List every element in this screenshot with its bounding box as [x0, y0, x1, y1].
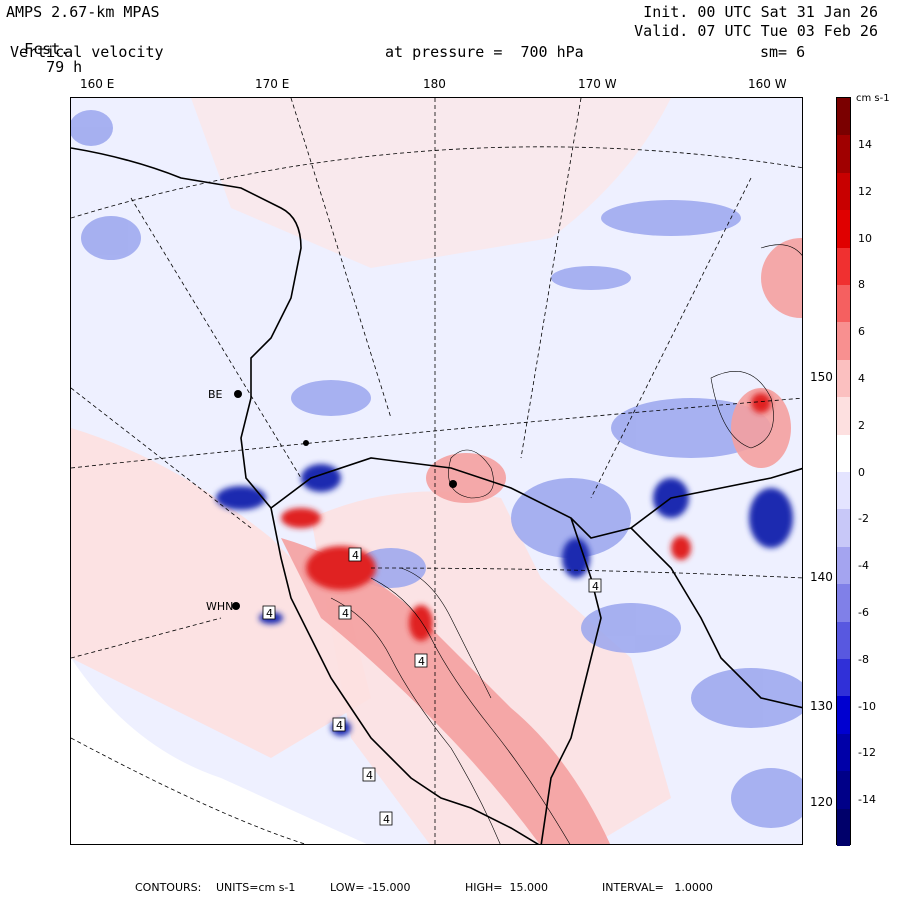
colorbar-tick-label: 12 [858, 184, 872, 198]
colorbar-segment [837, 285, 850, 323]
colorbar-tick-label: -2 [858, 512, 869, 526]
colorbar-segment [837, 359, 850, 398]
outside-domain [71, 658, 367, 844]
footer-units: UNITS=cm s-1 [216, 881, 296, 894]
colorbar-segment [837, 98, 850, 136]
lon-label-170w: 170 W [578, 77, 617, 91]
negative-patches [71, 110, 802, 828]
colorbar-tick-label: -4 [858, 559, 869, 573]
footer-high: HIGH= 15.000 [465, 881, 549, 894]
contour-lines [330, 244, 802, 844]
colorbar-segment [837, 472, 850, 510]
colorbar-segment [837, 509, 850, 548]
colorbar-segment [837, 135, 850, 174]
pale-positive-north [191, 98, 671, 268]
colorbar-tick-label: -12 [858, 746, 876, 760]
colorbar [836, 97, 851, 847]
footer-low: LOW= -15.000 [330, 881, 411, 894]
colorbar-segment [837, 172, 850, 211]
colorbar-segment [837, 696, 850, 735]
pressure-level: at pressure = 700 hPa [385, 43, 584, 61]
colorbar-segment [837, 733, 850, 772]
contour-labels: 4 4 4 4 4 4 4 4 [262, 547, 602, 826]
colorbar-segment [837, 771, 850, 810]
field-name: Vertical velocity [10, 43, 164, 61]
colorbar-segment [837, 546, 850, 585]
colorbar-tick-label: 10 [858, 231, 872, 245]
svg-text:4: 4 [352, 549, 359, 562]
forecast-hours: 79 h [46, 58, 83, 76]
station-label-be: BE [208, 388, 223, 401]
colorbar-segment [837, 621, 850, 660]
colorbar-segment [837, 584, 850, 623]
colorbar-tick-label: 6 [858, 325, 865, 339]
lon-label-170e: 170 E [255, 77, 290, 91]
colorbar-units: cm s-1 [856, 93, 890, 104]
svg-text:4: 4 [592, 580, 599, 593]
smoothing: sm= 6 [760, 43, 806, 61]
lon-label-180: 180 [423, 77, 446, 91]
colorbar-segment [837, 434, 850, 473]
svg-text:4: 4 [266, 607, 273, 620]
station-label-whn: WHN [206, 600, 234, 613]
station-dots [232, 390, 457, 610]
valid-time: Valid. 07 UTC Tue 03 Feb 26 [634, 22, 878, 40]
pale-positive-west [71, 428, 371, 758]
colorbar-tick-label: 4 [858, 372, 865, 385]
colorbar-tick-label: 14 [858, 138, 872, 151]
init-time: Init. 00 UTC Sat 31 Jan 26 [643, 3, 878, 21]
colorbar-tick-label: -14 [858, 793, 876, 807]
colorbar-tick-label: 2 [858, 418, 865, 432]
model-title: AMPS 2.67-km MPAS [6, 3, 160, 21]
colorbar-segment [837, 808, 850, 847]
map-canvas: 4 4 4 4 4 4 4 4 [71, 98, 802, 844]
svg-text:4: 4 [342, 607, 349, 620]
positive-band [281, 238, 802, 844]
colorbar-segment [837, 247, 850, 286]
colorbar-tick-label: 0 [858, 465, 865, 479]
colorbar-tick-label: 8 [858, 278, 865, 292]
colorbar-tick-label: -6 [858, 606, 869, 619]
svg-text:4: 4 [418, 655, 425, 668]
colorbar-segment [837, 397, 850, 436]
footer-interval: INTERVAL= 1.0000 [602, 881, 713, 894]
colorbar-segment [837, 210, 850, 249]
forecast-label: Fcst. 79 h [6, 22, 82, 76]
lon-label-160e: 160 E [80, 77, 115, 91]
vertical-velocity-map: 4 4 4 4 4 4 4 4 BE WHN [70, 97, 803, 845]
colorbar-segment [837, 659, 850, 697]
colorbar-tick-label: -10 [858, 699, 876, 713]
svg-text:4: 4 [366, 769, 373, 782]
footer-contours: CONTOURS: [135, 881, 202, 894]
svg-text:4: 4 [336, 719, 343, 732]
colorbar-tick-label: -8 [858, 652, 869, 666]
lon-label-160w: 160 W [748, 77, 787, 91]
svg-text:4: 4 [383, 813, 390, 826]
forecast-label-text: Fcst. [24, 40, 70, 58]
colorbar-segment [837, 322, 850, 361]
